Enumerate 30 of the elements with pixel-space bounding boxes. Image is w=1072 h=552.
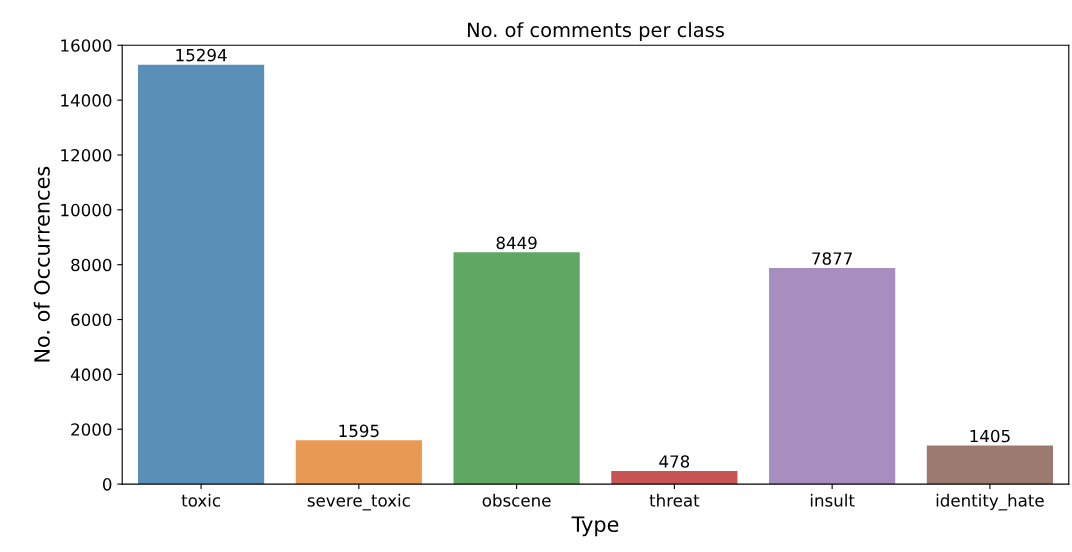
data-label: 15294 [176, 48, 227, 62]
x-axis-title: Type [571, 516, 619, 537]
bar [926, 445, 1054, 485]
bar [769, 268, 896, 485]
bar [611, 470, 738, 485]
x-tick-label: toxic [181, 493, 220, 507]
x-tick-label: insult [810, 493, 855, 507]
data-label: 8449 [496, 236, 537, 250]
y-tick-label: 12000 [61, 148, 112, 162]
y-tick-label: 16000 [61, 39, 112, 52]
x-tick-label: obscene [482, 493, 551, 507]
y-tick-label: 2000 [71, 423, 112, 436]
x-tick-label: threat [649, 493, 700, 507]
bar [137, 64, 265, 485]
bar [453, 252, 580, 485]
y-tick-label: 14000 [61, 94, 112, 107]
y-tick-label: 8000 [71, 258, 112, 272]
y-tick-label: 4000 [70, 368, 112, 381]
data-label: 1405 [970, 429, 1010, 443]
y-tick-label: 0 [102, 478, 112, 491]
data-label: 478 [659, 455, 690, 468]
data-label: 1595 [339, 424, 379, 438]
x-tick-label: severe_toxic [307, 493, 410, 511]
y-axis-title: No. of Occurrences [33, 166, 50, 362]
data-label: 7877 [812, 252, 852, 265]
y-tick-label: 10000 [61, 203, 112, 217]
x-tick-label: identity_hate [936, 493, 1044, 511]
y-tick-label: 6000 [71, 313, 112, 327]
chart-title: No. of comments per class [467, 22, 724, 41]
bar [295, 440, 422, 485]
